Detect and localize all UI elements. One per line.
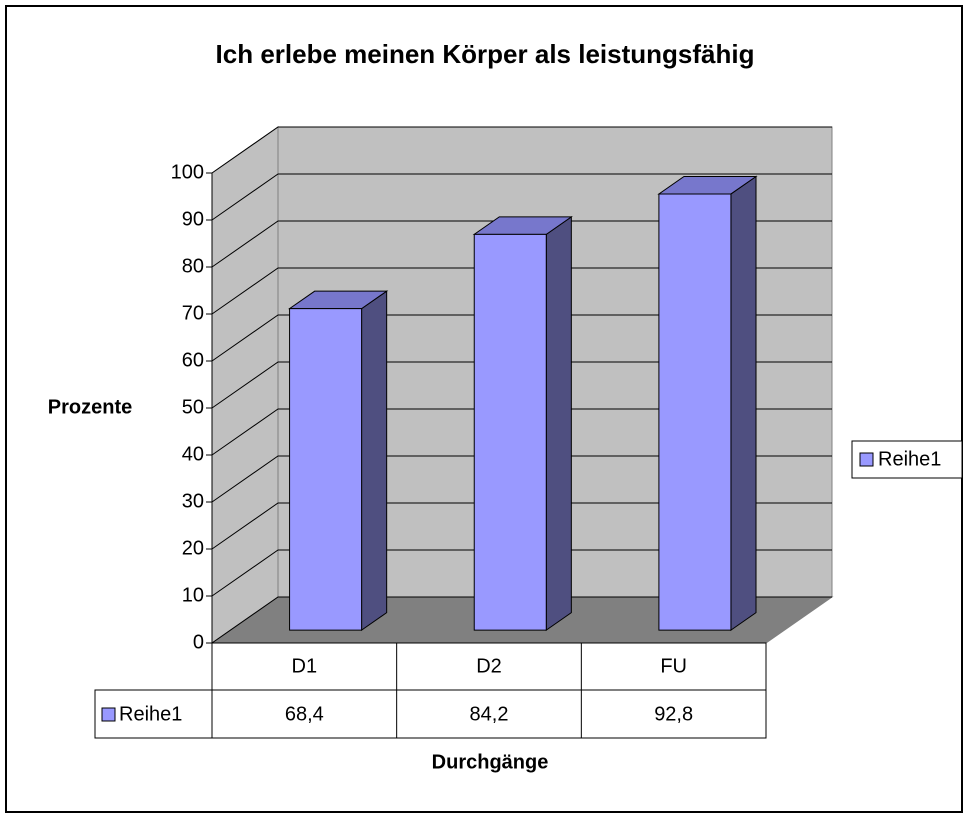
y-tick-label: 30 bbox=[182, 490, 204, 512]
grid-line bbox=[211, 314, 832, 362]
x-tick-label: D2 bbox=[476, 655, 502, 677]
bar-side bbox=[361, 290, 388, 632]
x-axis-label: Durchgänge bbox=[432, 751, 549, 773]
bar bbox=[658, 193, 732, 631]
x-tick-label: D1 bbox=[292, 655, 318, 677]
bar bbox=[473, 233, 547, 631]
table-value: 84,2 bbox=[470, 703, 509, 725]
y-tick-label: 60 bbox=[182, 349, 204, 371]
grid-line bbox=[211, 455, 832, 503]
grid-line bbox=[211, 126, 832, 174]
grid-line bbox=[211, 173, 832, 221]
y-tick-label: 10 bbox=[182, 584, 204, 606]
y-tick-label: 40 bbox=[182, 443, 204, 465]
y-axis-label: Prozente bbox=[48, 396, 132, 418]
table-value: 92,8 bbox=[654, 703, 693, 725]
y-tick-label: 20 bbox=[182, 537, 204, 559]
table-legend-key bbox=[101, 707, 116, 722]
y-tick-label: 80 bbox=[182, 255, 204, 277]
grid-line bbox=[211, 502, 832, 550]
y-tick-label: 50 bbox=[182, 396, 204, 418]
grid-line bbox=[211, 408, 832, 456]
y-tick-label: 70 bbox=[182, 302, 204, 324]
legend-key bbox=[859, 452, 874, 467]
table-value: 68,4 bbox=[285, 703, 324, 725]
table-row-label: Reihe1 bbox=[119, 703, 182, 725]
chart-title: Ich erlebe meinen Körper als leistungsfä… bbox=[216, 39, 755, 69]
grid-line bbox=[211, 267, 832, 315]
y-tick-label: 0 bbox=[193, 631, 204, 653]
y-tick-label: 100 bbox=[171, 161, 204, 183]
bar-side bbox=[545, 215, 572, 632]
legend-label: Reihe1 bbox=[878, 448, 941, 470]
y-tick-label: 90 bbox=[182, 208, 204, 230]
x-tick-label: FU bbox=[660, 655, 687, 677]
grid-line bbox=[211, 549, 832, 597]
grid-line bbox=[211, 361, 832, 409]
grid-line bbox=[211, 220, 832, 268]
grid-line bbox=[211, 596, 832, 644]
bar bbox=[289, 308, 363, 631]
table-row bbox=[94, 689, 767, 739]
bar-side bbox=[730, 175, 757, 632]
